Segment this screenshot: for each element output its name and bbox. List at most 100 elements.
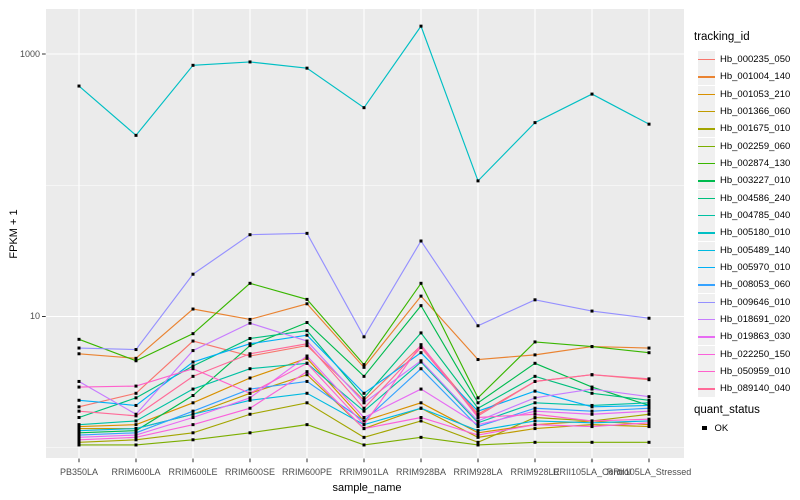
data-point [248, 387, 252, 391]
data-point [77, 429, 81, 433]
data-point [647, 406, 651, 410]
data-point [590, 421, 594, 425]
legend-key-line-icon [698, 336, 715, 338]
data-point [248, 431, 252, 435]
legend-key-line-icon [698, 145, 715, 148]
data-point [362, 398, 366, 402]
data-point [533, 298, 537, 302]
legend-key [698, 85, 715, 103]
legend-entry-Hb_003227_010: Hb_003227_010 [690, 172, 790, 190]
legend-key-line-icon [698, 370, 715, 373]
legend-label: Hb_050959_010 [720, 365, 791, 377]
data-point [77, 352, 81, 356]
legend-label: Hb_002259_060 [720, 140, 791, 152]
data-point [305, 329, 309, 333]
legend-key [698, 120, 715, 138]
data-point [533, 389, 537, 393]
data-point [77, 398, 81, 402]
data-point [647, 395, 651, 399]
data-point [77, 409, 81, 413]
data-point [419, 239, 423, 243]
legend-key-line-icon [698, 353, 715, 355]
data-point [533, 340, 537, 344]
legend-key-line-icon [698, 76, 715, 78]
legend: tracking_id Hb_000235_050 Hb_001004_140 Hb… [690, 0, 800, 500]
data-point [305, 423, 309, 427]
data-point [191, 364, 195, 368]
legend-key [698, 206, 715, 224]
data-point [248, 321, 252, 325]
legend-key [698, 102, 715, 120]
data-point [419, 346, 423, 350]
data-point [134, 359, 138, 363]
data-point [248, 412, 252, 416]
data-point [419, 351, 423, 355]
data-point [590, 92, 594, 96]
legend-key [698, 51, 715, 68]
data-point [134, 443, 138, 447]
data-point [476, 429, 480, 433]
data-point [476, 412, 480, 416]
legend-key-line-icon [698, 388, 715, 390]
data-point [362, 409, 366, 413]
data-point [191, 416, 195, 420]
data-point [647, 409, 651, 413]
data-point [191, 272, 195, 276]
data-point [191, 63, 195, 67]
data-point [533, 401, 537, 405]
legend-entry-Hb_050959_010: Hb_050959_010 [690, 362, 790, 380]
data-point [134, 431, 138, 435]
x-tick-label: RRIM600PE [281, 467, 333, 477]
data-point [476, 179, 480, 183]
data-point [362, 396, 366, 400]
legend-entry-Hb_018691_020: Hb_018691_020 [690, 310, 790, 328]
data-point [191, 367, 195, 371]
data-point [134, 435, 138, 439]
data-point [419, 24, 423, 28]
data-point [476, 443, 480, 447]
data-point [77, 405, 81, 409]
data-point [419, 304, 423, 308]
data-point [77, 84, 81, 88]
data-point [191, 339, 195, 343]
data-point [191, 412, 195, 416]
legend-key-line-icon [698, 249, 715, 252]
legend-key-line-icon [698, 284, 715, 286]
data-point [476, 431, 480, 435]
y-axis-title: FPKM + 1 [8, 209, 20, 259]
x-tick-label: RRIM600LE [168, 467, 218, 477]
data-point [134, 419, 138, 423]
data-point [362, 416, 366, 420]
legend-label: Hb_018691_020 [720, 313, 791, 325]
legend-title-tracking-id: tracking_id [694, 31, 750, 43]
data-point [533, 406, 537, 410]
data-point [533, 412, 537, 416]
data-point [419, 367, 423, 371]
legend-label: Hb_004785_040 [720, 209, 791, 221]
legend-label: Hb_022250_150 [720, 348, 791, 360]
legend-entry-quant-ok: OK [690, 419, 728, 437]
legend-label: Hb_004586_240 [720, 192, 791, 204]
legend-entry-Hb_008053_060: Hb_008053_060 [690, 276, 790, 294]
data-point [362, 363, 366, 367]
data-point [476, 419, 480, 423]
x-tick-label: PB350LA [59, 467, 99, 477]
data-point [647, 316, 651, 320]
data-point [590, 387, 594, 391]
x-tick-label: RRIM928BA [395, 467, 447, 477]
legend-key-line-icon [698, 180, 715, 182]
data-point [476, 324, 480, 328]
data-point [191, 374, 195, 378]
data-point [419, 281, 423, 285]
data-point [533, 379, 537, 383]
legend-entry-Hb_001366_060: Hb_001366_060 [690, 102, 790, 120]
data-point [362, 443, 366, 447]
data-point [476, 401, 480, 405]
data-point [647, 440, 651, 444]
data-point [590, 412, 594, 416]
legend-label: Hb_005180_010 [720, 227, 791, 239]
legend-key [698, 154, 715, 172]
legend-entry-Hb_089140_040: Hb_089140_040 [690, 380, 790, 398]
data-point [476, 433, 480, 437]
data-point [305, 321, 309, 325]
